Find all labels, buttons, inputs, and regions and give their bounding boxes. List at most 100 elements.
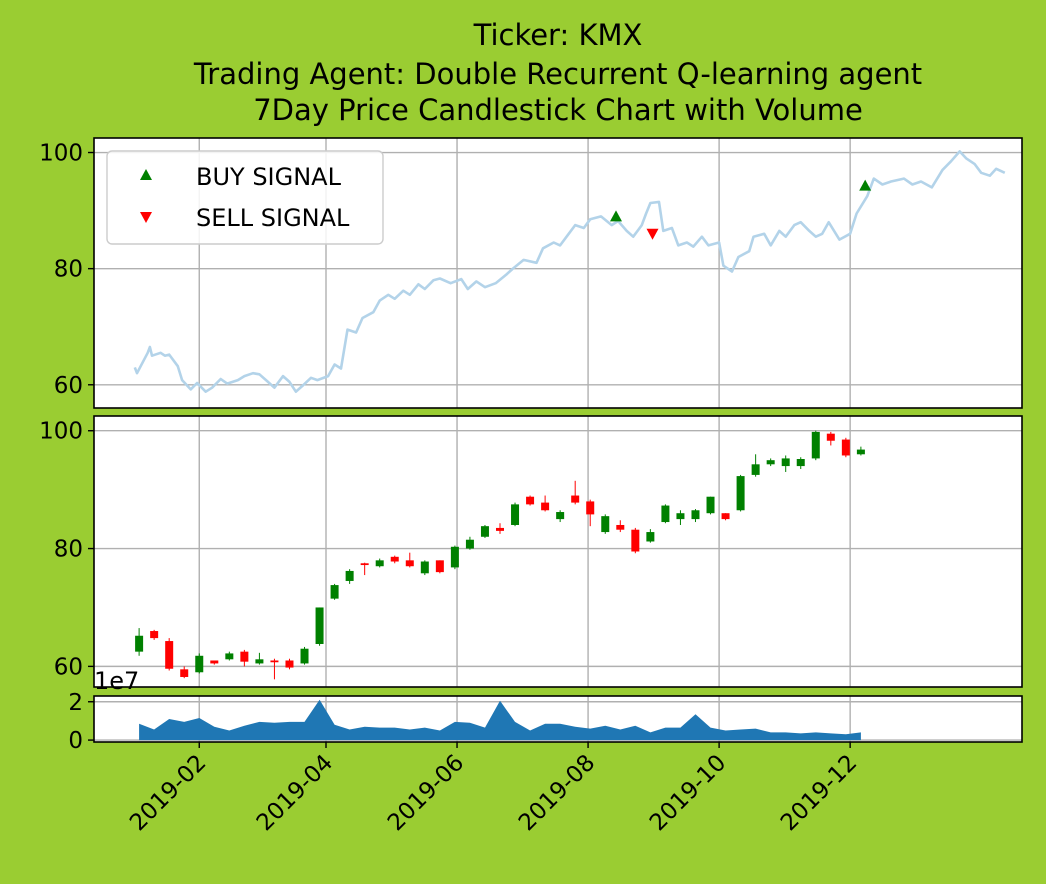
candle-down bbox=[496, 523, 504, 534]
candle-up bbox=[661, 504, 670, 524]
candle-body bbox=[556, 512, 565, 520]
candle-body bbox=[390, 556, 399, 562]
title-line-1: Ticker: KMX bbox=[473, 18, 643, 52]
candle-up bbox=[255, 652, 264, 665]
candle-body bbox=[135, 635, 144, 652]
volume-area bbox=[139, 699, 861, 741]
candle-body bbox=[420, 561, 429, 574]
y-tick-label: 80 bbox=[54, 537, 83, 563]
candle-body bbox=[345, 570, 354, 581]
candle-up bbox=[465, 536, 474, 550]
legend-buy-marker bbox=[140, 169, 152, 180]
sell-signal-marker bbox=[646, 228, 659, 240]
candle-down bbox=[180, 666, 189, 679]
y-tick-label: 2 bbox=[68, 690, 83, 716]
candle-up bbox=[135, 628, 144, 656]
candle-down bbox=[165, 638, 174, 671]
candle-body bbox=[766, 460, 775, 465]
candle-body bbox=[480, 526, 489, 537]
candle-down bbox=[405, 552, 414, 568]
candlestick-panel-frame bbox=[93, 415, 1023, 688]
candle-down bbox=[571, 480, 580, 505]
y-tick-label: 80 bbox=[54, 257, 83, 283]
candle-body bbox=[751, 464, 760, 475]
candle-down bbox=[240, 649, 249, 667]
candle-body bbox=[240, 651, 249, 662]
legend-sell-label: SELL SIGNAL bbox=[196, 204, 350, 232]
price-panel: 60 80 100 BUY SIGNAL SELL SIGNAL bbox=[39, 137, 1023, 409]
candle-body bbox=[225, 653, 234, 660]
legend: BUY SIGNAL SELL SIGNAL bbox=[106, 150, 384, 245]
candle-body bbox=[706, 496, 715, 514]
buy-signal-marker bbox=[859, 179, 872, 191]
legend-sell-marker bbox=[140, 212, 152, 223]
candle-body bbox=[601, 516, 610, 533]
candle-body bbox=[841, 439, 850, 456]
volume-offset-label: 1e7 bbox=[94, 667, 139, 695]
candle-up bbox=[556, 510, 565, 523]
candle-body bbox=[661, 505, 670, 523]
candle-up bbox=[751, 454, 760, 477]
candle-up bbox=[330, 583, 339, 600]
candle-down bbox=[360, 562, 369, 576]
candle-up bbox=[511, 502, 520, 527]
candle-body bbox=[165, 641, 174, 669]
candle-down bbox=[210, 660, 219, 665]
candle-up bbox=[375, 558, 384, 568]
candle-body bbox=[826, 433, 835, 441]
candle-up bbox=[315, 607, 324, 646]
y-tick-label: 100 bbox=[39, 419, 83, 445]
candle-down bbox=[721, 513, 730, 521]
candle-body bbox=[210, 660, 219, 664]
legend-buy-label: BUY SIGNAL bbox=[196, 163, 342, 191]
candlestick-panel: 60 80 100 bbox=[39, 415, 1023, 688]
candle-body bbox=[646, 532, 655, 542]
candle-body bbox=[541, 502, 550, 511]
candlestick-grid bbox=[94, 416, 1022, 687]
candle-down bbox=[826, 431, 835, 446]
signal-markers bbox=[610, 179, 872, 240]
candle-up bbox=[480, 524, 489, 538]
x-tick-label: 2019-04 bbox=[252, 750, 338, 836]
candle-up bbox=[450, 545, 459, 570]
candle-body bbox=[315, 607, 324, 644]
price-line bbox=[133, 150, 1006, 394]
candle-body bbox=[435, 560, 444, 573]
candle-up bbox=[856, 446, 865, 456]
candle-up bbox=[811, 430, 820, 461]
candle-down bbox=[841, 437, 850, 458]
volume-panel-frame bbox=[93, 695, 1023, 743]
candle-down bbox=[616, 520, 625, 533]
candlestick-y-ticks: 60 80 100 bbox=[39, 419, 94, 680]
candle-body bbox=[721, 513, 730, 520]
candle-body bbox=[616, 524, 625, 530]
chart-title: Ticker: KMX Trading Agent: Double Recurr… bbox=[193, 18, 922, 127]
candle-body bbox=[360, 563, 369, 566]
title-line-2: Trading Agent: Double Recurrent Q-learni… bbox=[193, 57, 922, 91]
candle-body bbox=[450, 546, 459, 568]
x-tick-label: 2019-08 bbox=[514, 750, 600, 836]
buy-signal-marker bbox=[610, 210, 622, 222]
candle-down bbox=[526, 495, 535, 506]
candle-up bbox=[736, 474, 745, 512]
candle-body bbox=[631, 529, 640, 552]
x-tick-label: 2019-10 bbox=[645, 750, 731, 836]
candle-body bbox=[511, 504, 520, 525]
candle-body bbox=[676, 513, 685, 520]
candle-body bbox=[736, 476, 745, 511]
candle-up bbox=[691, 509, 700, 523]
candle-body bbox=[691, 510, 700, 520]
candle-body bbox=[375, 560, 384, 567]
candle-down bbox=[586, 499, 595, 527]
candle-body bbox=[856, 449, 865, 455]
y-tick-label: 0 bbox=[68, 728, 83, 754]
candle-up bbox=[225, 651, 234, 661]
candle-body bbox=[180, 669, 189, 677]
candle-up bbox=[601, 514, 610, 534]
candle-body bbox=[811, 431, 820, 459]
candle-down bbox=[270, 658, 279, 680]
candles bbox=[135, 430, 865, 680]
candle-body bbox=[150, 631, 159, 639]
candle-body bbox=[781, 458, 790, 467]
